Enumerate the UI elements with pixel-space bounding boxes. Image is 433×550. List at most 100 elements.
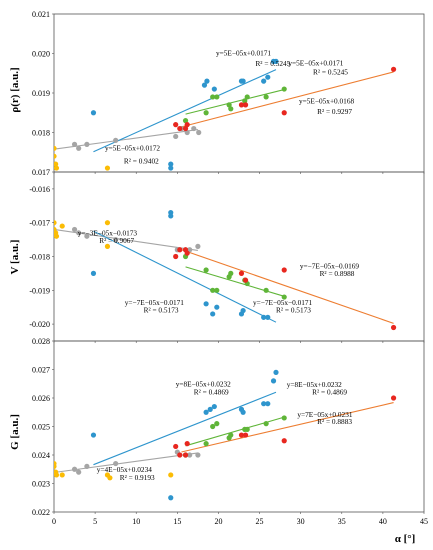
data-point-green xyxy=(244,426,250,432)
data-point-gold xyxy=(54,220,57,226)
ytick-label: 0.023 xyxy=(32,480,50,489)
data-point-green xyxy=(281,415,287,421)
fit-equation: y=8E−05x+0.0232 xyxy=(176,380,231,389)
xtick-label: 15 xyxy=(173,517,181,526)
fit-r-squared: R² = 0.4869 xyxy=(194,388,229,397)
ytick-label: -0.019 xyxy=(29,286,50,295)
fit-r-squared: R² = 0.8883 xyxy=(317,417,352,426)
data-point-blue xyxy=(265,401,271,407)
data-point-green xyxy=(214,287,220,293)
data-point-gray xyxy=(76,230,82,236)
data-point-blue xyxy=(201,82,208,88)
fit-line-red xyxy=(181,249,394,324)
data-point-gray xyxy=(195,452,201,458)
data-point-red xyxy=(184,122,190,128)
fit-r-squared: R² = 0.9193 xyxy=(120,473,155,482)
ytick-label: 0.020 xyxy=(32,50,50,59)
data-point-gray xyxy=(113,460,119,467)
data-point-green xyxy=(226,102,232,108)
fit-equation: y=5E−05x+0.0168 xyxy=(299,97,354,106)
data-point-gray xyxy=(71,141,78,147)
ytick-label: 0.026 xyxy=(32,394,50,403)
ytick-label: 0.028 xyxy=(32,337,50,346)
data-point-blue xyxy=(273,58,279,64)
data-point-blue xyxy=(261,314,267,320)
data-point-blue xyxy=(168,213,174,219)
panel-v: -0.016 -0.017 -0.018 -0.019 -0.020 y=−3E−05x−… xyxy=(29,171,425,343)
data-point-red xyxy=(177,125,183,132)
xtick-label: 20 xyxy=(214,517,222,526)
data-point-gold xyxy=(104,243,111,249)
data-point-gray xyxy=(71,466,78,472)
data-point-blue xyxy=(90,270,97,276)
data-point-green xyxy=(182,118,189,124)
xlabel-alpha: α [°] xyxy=(395,533,416,545)
xtick-label: 10 xyxy=(132,517,140,526)
data-point-blue xyxy=(210,311,216,317)
data-point-gold xyxy=(54,161,59,167)
data-point-gold xyxy=(104,165,111,171)
ytick-label: 0.024 xyxy=(32,451,50,460)
data-point-blue xyxy=(270,378,277,384)
data-point-gold xyxy=(107,475,113,481)
fit-equation: y=4E−05x+0.0234 xyxy=(97,465,152,474)
data-point-red xyxy=(173,122,179,128)
data-point-red xyxy=(390,66,397,72)
data-point-green xyxy=(210,423,216,430)
data-point-green xyxy=(203,110,209,116)
data-point-green xyxy=(242,98,248,104)
xtick-label: 45 xyxy=(420,517,428,526)
fit-r-squared: R² = 0.5245 xyxy=(255,59,290,68)
data-point-green xyxy=(210,287,216,293)
fit-line-red xyxy=(181,71,394,128)
data-point-blue xyxy=(211,86,217,92)
data-point-red xyxy=(390,324,397,331)
xtick-label: 5 xyxy=(93,517,97,526)
data-point-green xyxy=(263,287,269,293)
data-point-blue xyxy=(204,78,210,84)
data-point-blue xyxy=(265,314,271,320)
data-point-blue xyxy=(168,165,174,171)
data-point-gold xyxy=(59,223,65,229)
data-point-blue xyxy=(168,495,174,501)
fit-equation: y=5E−05x+0.0171 xyxy=(216,48,271,57)
data-point-green xyxy=(214,421,220,427)
data-point-green xyxy=(244,94,250,100)
ytick-label: 0.025 xyxy=(32,423,50,432)
data-point-blue xyxy=(90,110,97,116)
data-point-blue xyxy=(273,369,279,375)
data-point-green xyxy=(228,106,234,112)
fit-line-green xyxy=(185,89,285,115)
data-point-red xyxy=(182,452,189,458)
data-point-gray xyxy=(84,233,90,239)
fit-equation: y=−3E−05x−0.0173 xyxy=(78,229,138,238)
axis-titles: ρ(r) [a.u.] V [a.u.] G [a.u.] α [°] xyxy=(9,67,415,545)
data-point-blue xyxy=(240,307,246,314)
ytick-label: -0.018 xyxy=(29,253,50,262)
fit-line-gray xyxy=(54,452,198,474)
ytick-label: 0.022 xyxy=(32,508,50,517)
fit-r-squared: R² = 0.9402 xyxy=(124,156,159,165)
data-point-green xyxy=(263,421,269,427)
data-point-gray xyxy=(71,226,78,233)
ylabel-rho: ρ(r) [a.u.] xyxy=(9,67,21,112)
xtick-label: 30 xyxy=(297,517,305,526)
panel-g: 0.022 0.023 0.024 0.025 0.026 0.027 0.028 0 5 10 1… xyxy=(32,337,428,526)
data-point-red xyxy=(281,438,287,444)
ytick-label: -0.017 xyxy=(29,219,50,228)
xtick-label: 0 xyxy=(52,517,56,526)
data-point-gray xyxy=(113,137,119,143)
data-point-gold xyxy=(54,472,60,478)
data-point-gold xyxy=(54,145,57,151)
data-point-gold xyxy=(59,472,65,478)
data-point-gray xyxy=(76,469,82,475)
data-point-blue xyxy=(203,301,209,307)
data-point-red xyxy=(173,443,179,450)
data-point-blue xyxy=(214,304,220,310)
ytick-label: 0.017 xyxy=(32,168,50,177)
fit-r-squared: R² = 0.9297 xyxy=(317,107,352,116)
data-point-gray xyxy=(191,125,197,132)
data-point-gray xyxy=(196,129,202,136)
ytick-label: 0.021 xyxy=(32,10,50,19)
ytick-label: 0.027 xyxy=(32,366,50,375)
